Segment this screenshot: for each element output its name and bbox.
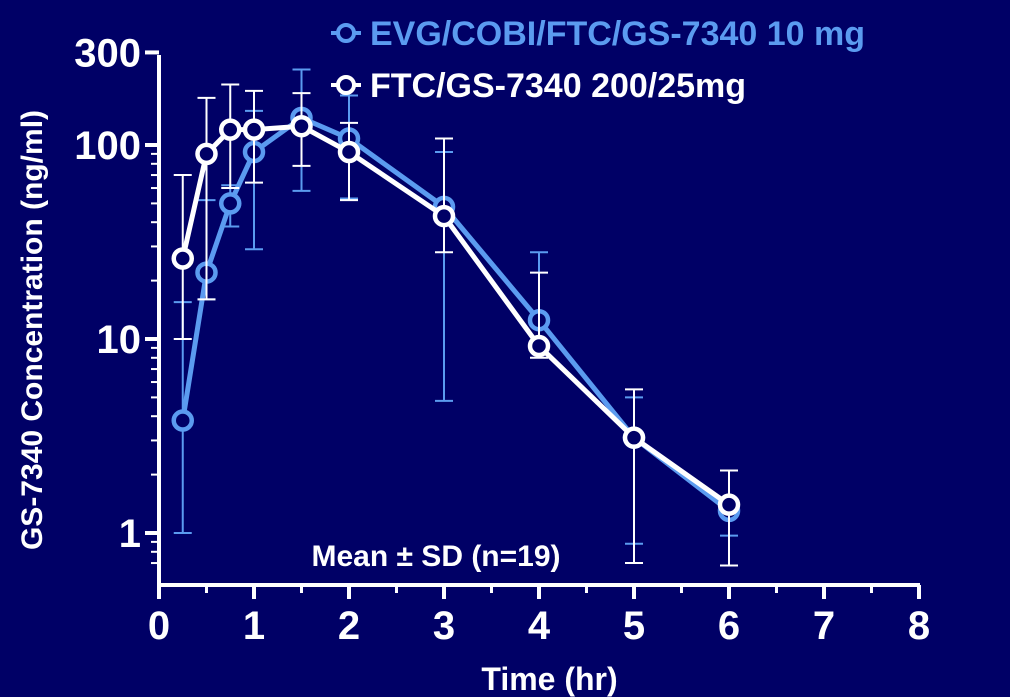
axes <box>145 50 921 599</box>
legend: EVG/COBI/FTC/GS-7340 10 mg FTC/GS-7340 20… <box>331 15 865 105</box>
y-tick-label: 10 <box>97 318 142 362</box>
data-point <box>622 426 646 449</box>
data-point <box>219 192 242 215</box>
series-2 <box>171 83 741 567</box>
legend-entry-2: FTC/GS-7340 200/25mg <box>331 67 746 105</box>
y-tick-label: 100 <box>74 124 141 168</box>
data-point <box>290 114 313 138</box>
legend-label: EVG/COBI/FTC/GS-7340 10 mg <box>370 15 865 53</box>
x-tick-label: 8 <box>908 604 930 648</box>
mean-sd-annotation: Mean ± SD (n=19) <box>311 540 560 573</box>
data-point <box>432 204 456 228</box>
x-tick-label: 0 <box>148 604 170 648</box>
x-axis-title: Time (hr) <box>481 661 617 697</box>
data-point <box>527 334 551 358</box>
x-tick-label: 5 <box>623 604 645 648</box>
x-tick-label: 6 <box>718 604 740 648</box>
data-point <box>171 247 194 270</box>
data-point <box>171 409 194 432</box>
x-tick-label: 7 <box>813 604 835 648</box>
y-tick-label: 1 <box>119 512 141 556</box>
legend-swatch-marker <box>336 23 356 43</box>
data-point <box>195 142 218 166</box>
x-tick-label: 2 <box>338 604 360 648</box>
data-point <box>219 118 242 141</box>
data-point <box>337 140 361 164</box>
tick-labels: 0 1 2 3 4 5 6 7 8 1 10 100 300 <box>74 31 930 648</box>
legend-swatch-marker <box>336 75 356 95</box>
data-point <box>242 118 266 141</box>
legend-entry-1: EVG/COBI/FTC/GS-7340 10 mg <box>331 15 865 53</box>
x-tick-label: 1 <box>243 604 265 648</box>
series-layer <box>171 68 741 567</box>
series-line <box>180 115 731 513</box>
x-tick-label: 4 <box>528 604 551 648</box>
legend-label: FTC/GS-7340 200/25mg <box>370 67 746 105</box>
y-axis-title: GS-7340 Concentration (ng/ml) <box>16 110 49 550</box>
series-line <box>180 123 731 507</box>
x-tick-label: 3 <box>433 604 455 648</box>
data-point <box>717 493 741 516</box>
y-tick-label: 300 <box>74 31 141 75</box>
series-1 <box>171 68 741 545</box>
